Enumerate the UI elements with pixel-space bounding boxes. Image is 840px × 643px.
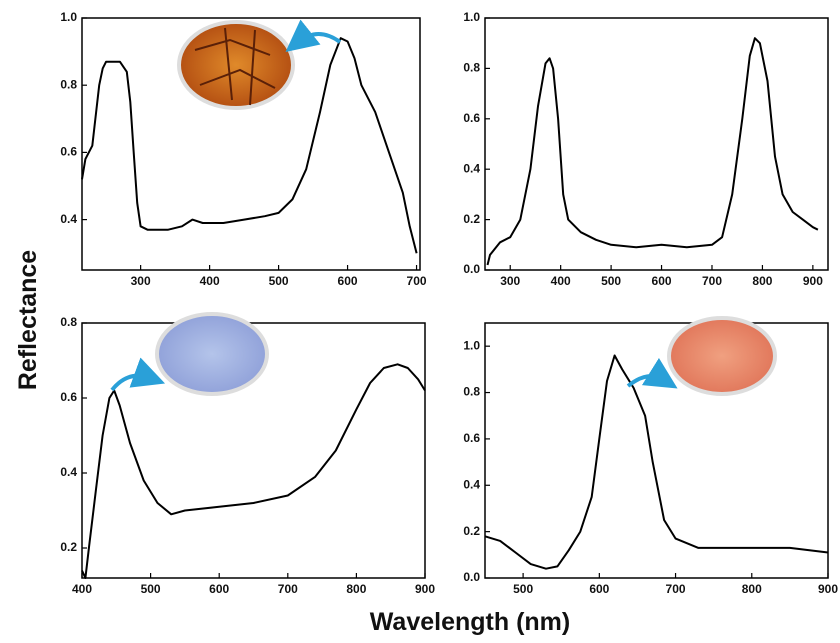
x-tick-label: 700 (407, 274, 427, 288)
y-tick-label: 0.6 (463, 431, 480, 445)
plot-frame (484, 17, 829, 271)
y-tick-label: 0.4 (463, 161, 480, 175)
plot-frame (81, 17, 421, 271)
x-tick-label: 400 (200, 274, 220, 288)
x-tick-label: 600 (652, 274, 672, 288)
spectrum-line (486, 37, 819, 266)
x-tick-label: 600 (338, 274, 358, 288)
x-tick-label: 800 (752, 274, 772, 288)
x-tick-label: 800 (346, 582, 366, 596)
x-tick-label: 600 (589, 582, 609, 596)
y-tick-label: 0.6 (60, 390, 77, 404)
y-tick-label: 0.4 (60, 212, 77, 226)
y-tick-label: 0.8 (463, 61, 480, 75)
x-tick-label: 700 (702, 274, 722, 288)
x-tick-label: 300 (500, 274, 520, 288)
photo-texture (194, 27, 276, 106)
y-axis-label: Reflectance (14, 250, 42, 390)
photo (667, 316, 777, 396)
x-tick-label: 900 (415, 582, 435, 596)
x-tick-label: 400 (551, 274, 571, 288)
x-tick-label: 600 (209, 582, 229, 596)
plot-frame (484, 322, 829, 579)
plot-frame (81, 322, 426, 579)
photo-insets (110, 19, 777, 396)
photo (177, 20, 295, 110)
x-tick-label: 900 (803, 274, 823, 288)
y-tick-label: 0.6 (60, 145, 77, 159)
x-tick-label: 500 (141, 582, 161, 596)
y-tick-label: 0.0 (463, 262, 480, 276)
y-tick-label: 0.8 (463, 385, 480, 399)
y-tick-label: 0.2 (60, 540, 77, 554)
x-tick-label: 700 (278, 582, 298, 596)
photo (155, 312, 269, 396)
y-tick-label: 0.4 (463, 477, 480, 491)
x-tick-label: 800 (742, 582, 762, 596)
y-tick-label: 0.8 (60, 77, 77, 91)
y-tick-label: 0.0 (463, 570, 480, 584)
x-tick-label: 900 (818, 582, 838, 596)
arrow (626, 357, 678, 389)
spectrum-line (81, 37, 418, 254)
spectrum-line (484, 354, 829, 570)
y-tick-label: 0.2 (463, 212, 480, 226)
x-tick-label: 500 (601, 274, 621, 288)
x-tick-label: 300 (131, 274, 151, 288)
y-tick-label: 1.0 (60, 10, 77, 24)
x-tick-label: 400 (72, 582, 92, 596)
spectrum-line (81, 363, 426, 579)
arrow (110, 357, 166, 392)
y-tick-label: 0.6 (463, 111, 480, 125)
x-tick-label: 500 (269, 274, 289, 288)
x-tick-label: 700 (666, 582, 686, 596)
y-tick-label: 0.4 (60, 465, 77, 479)
y-tick-label: 1.0 (463, 10, 480, 24)
x-tick-label: 500 (513, 582, 533, 596)
y-tick-label: 0.2 (463, 524, 480, 538)
x-axis-label: Wavelength (nm) (370, 608, 570, 636)
arrow (285, 19, 342, 52)
y-tick-label: 1.0 (463, 338, 480, 352)
y-tick-label: 0.8 (60, 315, 77, 329)
